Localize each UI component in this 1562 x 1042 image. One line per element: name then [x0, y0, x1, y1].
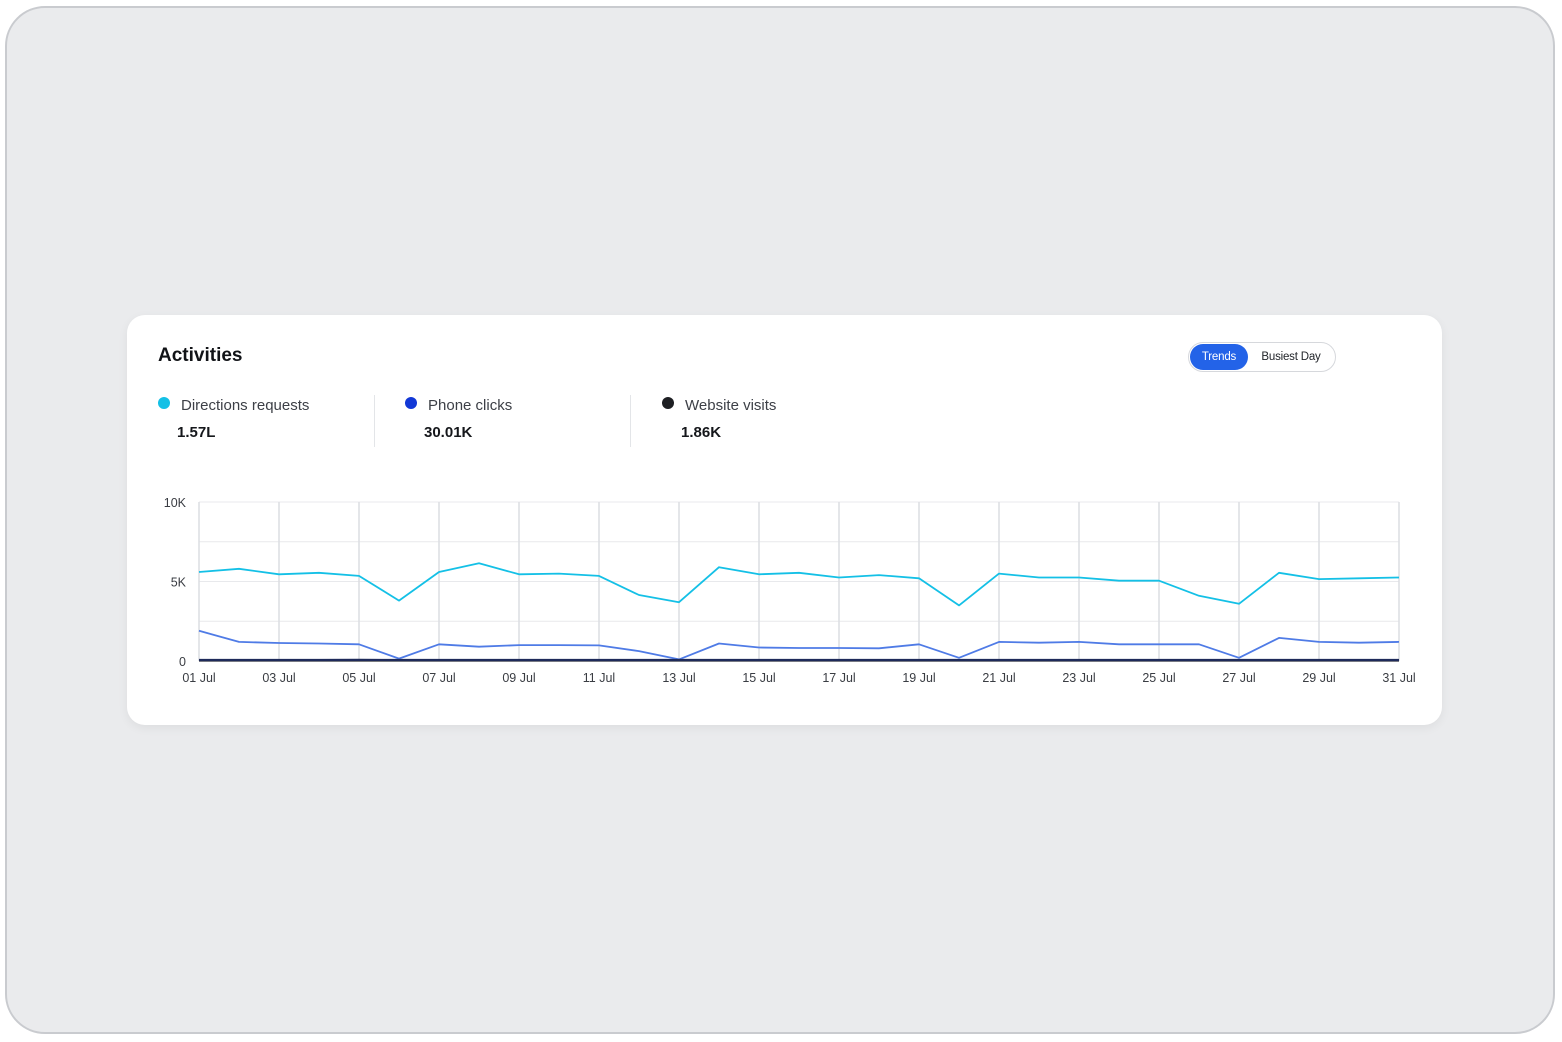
metric-value: 1.86K [681, 424, 722, 441]
x-tick-label: 25 Jul [1142, 671, 1175, 685]
x-tick-label: 09 Jul [502, 671, 535, 685]
x-tick-label: 05 Jul [342, 671, 375, 685]
x-tick-label: 01 Jul [182, 671, 215, 685]
directions-dot-icon [158, 397, 170, 409]
x-tick-label: 21 Jul [982, 671, 1015, 685]
website-dot-icon [662, 397, 674, 409]
x-tick-label: 19 Jul [902, 671, 935, 685]
view-toggle: Trends Busiest Day [1188, 342, 1336, 372]
series-line-directions-requests [198, 562, 1400, 607]
y-tick-label: 5K [171, 576, 187, 590]
x-tick-label: 23 Jul [1062, 671, 1095, 685]
metric-divider [630, 395, 631, 447]
card-title: Activities [158, 345, 243, 366]
metric-label: Website visits [685, 397, 777, 414]
metric-label: Phone clicks [428, 397, 513, 414]
x-tick-label: 13 Jul [662, 671, 695, 685]
x-tick-label: 15 Jul [742, 671, 775, 685]
metric-label: Directions requests [181, 397, 310, 414]
trends-tab[interactable]: Trends [1190, 344, 1248, 370]
x-tick-label: 27 Jul [1222, 671, 1255, 685]
x-tick-label: 03 Jul [262, 671, 295, 685]
metric-divider [374, 395, 375, 447]
x-tick-label: 29 Jul [1302, 671, 1335, 685]
y-tick-label: 10K [164, 496, 187, 510]
metric-value: 1.57L [177, 424, 216, 441]
activities-line-chart: 01 Jul 03 Jul 05 Jul 07 Jul 09 Jul 11 Jul 13 J… [164, 496, 1416, 685]
activities-card: Activities Trends Busiest Day Directions… [127, 315, 1442, 725]
series-line-phone-clicks [198, 629, 1400, 661]
x-tick-label: 17 Jul [822, 671, 855, 685]
metric-value: 30.01K [424, 424, 473, 441]
x-tick-label: 07 Jul [422, 671, 455, 685]
x-tick-label: 11 Jul [583, 671, 615, 685]
phone-dot-icon [405, 397, 417, 409]
x-tick-label: 31 Jul [1382, 671, 1415, 685]
busiest-day-tab[interactable]: Busiest Day [1261, 351, 1321, 363]
y-tick-label: 0 [179, 655, 186, 669]
